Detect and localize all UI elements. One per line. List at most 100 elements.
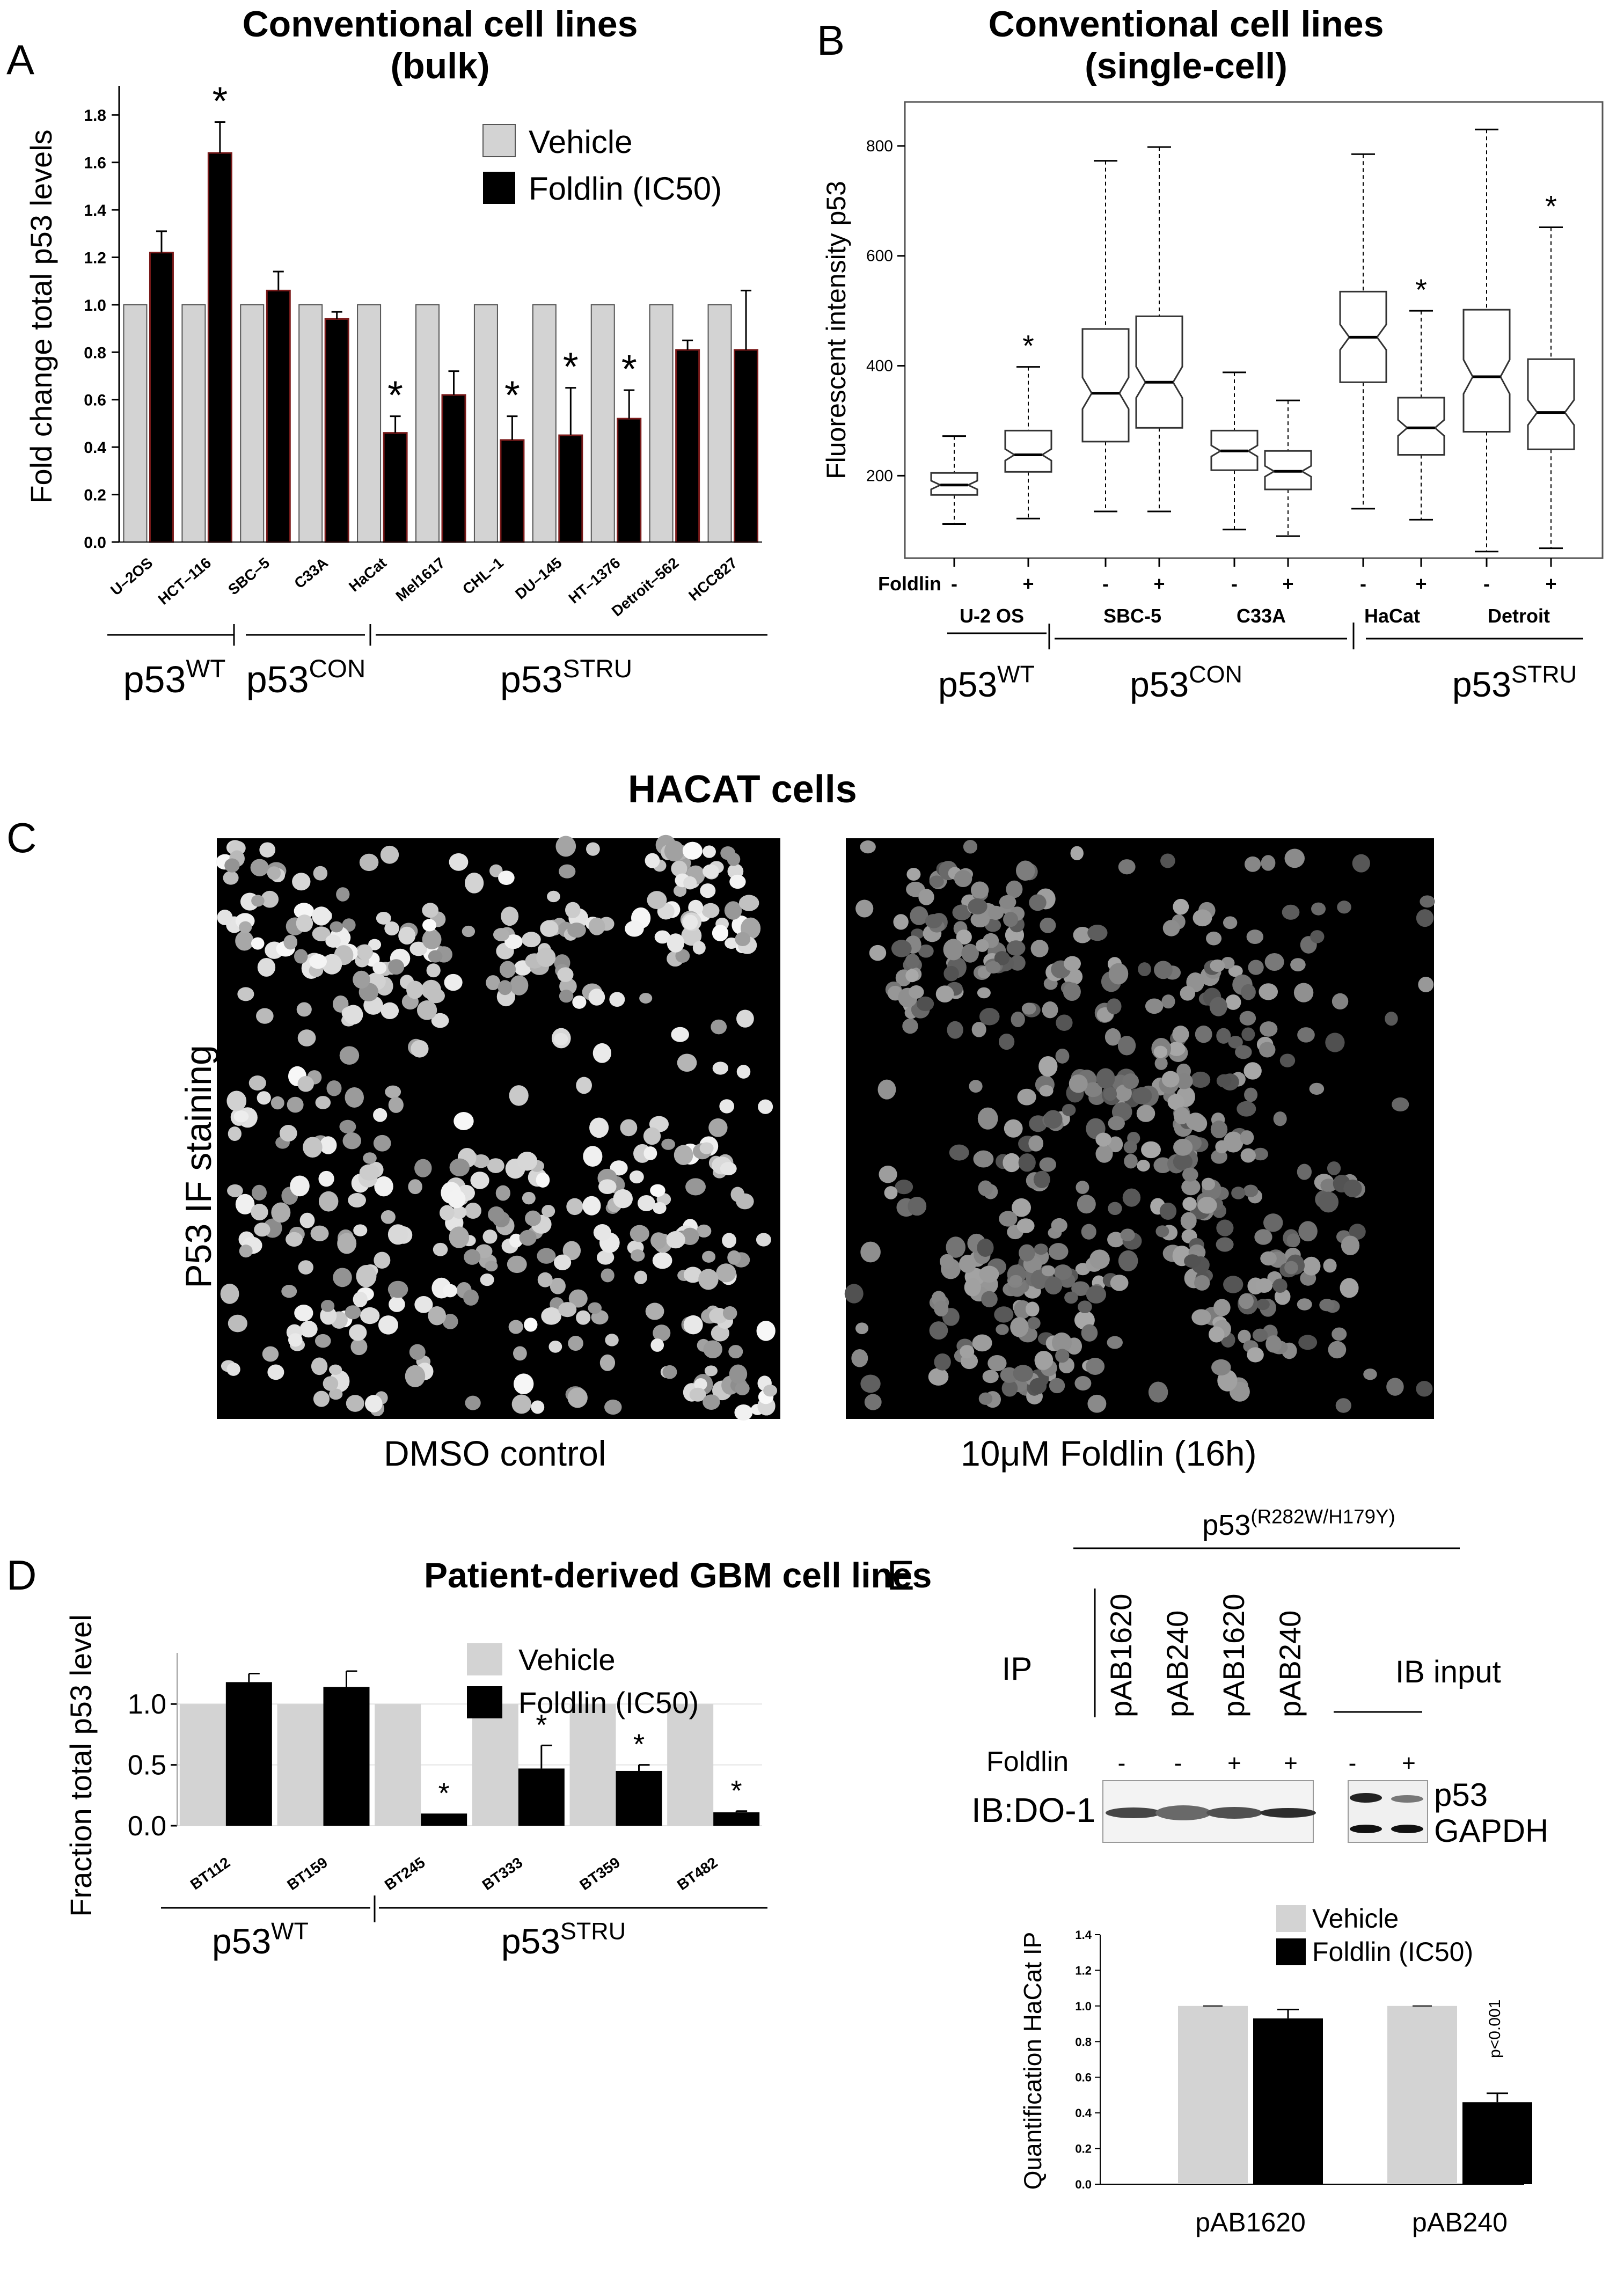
nucleus <box>879 1166 897 1183</box>
nucleus <box>918 889 934 905</box>
panel-a-ylabel: Fold change total p53 levels <box>24 129 58 503</box>
nucleus <box>373 1108 387 1122</box>
nucleus <box>1030 940 1049 957</box>
nucleus <box>956 929 972 945</box>
panel-d-x-label: BT333 <box>479 1854 526 1894</box>
nucleus <box>223 870 239 885</box>
panel-a-x-label: SBC–5 <box>225 554 273 598</box>
nucleus <box>353 1224 368 1236</box>
nucleus <box>444 974 463 991</box>
nucleus <box>426 988 445 1004</box>
nucleus <box>1064 956 1081 971</box>
nucleus <box>1081 1324 1098 1342</box>
panel-b-y-tick-label: 200 <box>866 467 893 485</box>
nucleus <box>895 1180 913 1195</box>
nucleus <box>311 1357 328 1375</box>
nucleus <box>1055 1349 1070 1363</box>
panel-d-y-tick-label: 0.0 <box>128 1811 166 1842</box>
nucleus <box>378 1315 398 1335</box>
nucleus <box>462 925 476 938</box>
nucleus <box>1259 983 1278 1000</box>
nucleus <box>711 1324 729 1342</box>
panel-b-sig-star: * <box>1415 273 1427 306</box>
nucleus <box>398 926 416 945</box>
nucleus <box>1190 1071 1211 1088</box>
nucleus <box>975 939 989 952</box>
nucleus <box>702 1250 716 1263</box>
nucleus <box>1108 1202 1122 1216</box>
nucleus <box>605 1334 619 1346</box>
nucleus <box>667 933 685 953</box>
nucleus <box>312 926 331 941</box>
nucleus <box>368 939 382 950</box>
nucleus <box>440 1205 455 1221</box>
nucleus <box>977 1107 998 1130</box>
nucleus <box>1420 895 1435 908</box>
panel-d-bar-vehicle <box>375 1704 421 1826</box>
panel-a-legend-foldlin: Foldlin (IC50) <box>529 171 722 207</box>
nucleus <box>1201 1177 1216 1191</box>
nucleus <box>1086 1285 1107 1304</box>
nucleus <box>431 1013 449 1028</box>
nucleus <box>701 903 720 918</box>
nucleus <box>576 1077 592 1094</box>
panel-a-bar-vehicle <box>181 304 206 543</box>
panel-e-ib-label: IB:DO-1 <box>971 1791 1095 1829</box>
nucleus <box>582 1196 601 1216</box>
nucleus <box>1298 1221 1318 1242</box>
nucleus <box>1049 1378 1065 1394</box>
nucleus <box>1260 1251 1277 1266</box>
panel-a-bar-vehicle <box>707 304 732 543</box>
nucleus <box>689 1387 706 1402</box>
panel-b-line-label: Detroit <box>1488 605 1550 627</box>
nucleus <box>376 912 391 925</box>
panel-d-sig-star: * <box>536 1709 547 1741</box>
nucleus <box>286 1232 303 1247</box>
nucleus <box>336 887 350 902</box>
nucleus <box>711 1019 727 1035</box>
nucleus <box>703 845 716 858</box>
panel-a-y-tick-label: 1.8 <box>84 107 106 125</box>
panel-e-legend-vehicle: Vehicle <box>1312 1904 1399 1934</box>
nucleus <box>522 932 541 948</box>
nucleus <box>220 1284 239 1304</box>
nucleus <box>650 1232 667 1249</box>
nucleus <box>1103 1087 1117 1101</box>
panel-e-genotype: p53(R282W/H179Y) <box>1202 1505 1395 1541</box>
nucleus <box>553 1033 568 1045</box>
nucleus <box>1175 1073 1193 1089</box>
panel-d-x-label: BT359 <box>576 1854 623 1894</box>
panel-e-lane-sign: - <box>1174 1750 1182 1776</box>
nucleus <box>662 1365 677 1379</box>
panel-b-sig-star: * <box>1022 329 1034 363</box>
nucleus <box>326 1080 342 1096</box>
panel-e-bar-foldlin <box>1462 2102 1532 2184</box>
nucleus <box>1132 1087 1152 1104</box>
nucleus <box>290 1175 310 1197</box>
nucleus <box>567 923 586 938</box>
nucleus <box>1297 1027 1315 1043</box>
nucleus <box>1063 982 1081 1001</box>
nucleus <box>1392 1097 1409 1112</box>
nucleus <box>729 874 746 889</box>
nucleus <box>703 1394 720 1410</box>
nucleus <box>388 959 405 975</box>
nucleus <box>949 1144 969 1161</box>
nucleus <box>994 1306 1014 1323</box>
panel-b-box <box>1081 328 1130 443</box>
nucleus <box>566 1198 583 1216</box>
nucleus <box>855 899 874 918</box>
panel-b-treatment-sign: - <box>951 573 957 595</box>
nucleus <box>973 1150 994 1168</box>
nucleus <box>1223 916 1238 929</box>
nucleus <box>464 1249 481 1265</box>
nucleus <box>1363 1368 1377 1380</box>
panel-d-bar-foldlin <box>323 1687 370 1826</box>
panel-a-bar-vehicle <box>649 304 674 543</box>
nucleus <box>320 1300 335 1312</box>
panel-d-ylabel: Fraction total p53 level <box>64 1614 98 1916</box>
nucleus <box>1256 1299 1270 1311</box>
nucleus <box>696 1224 712 1238</box>
panel-a-bar-foldlin <box>675 349 700 543</box>
